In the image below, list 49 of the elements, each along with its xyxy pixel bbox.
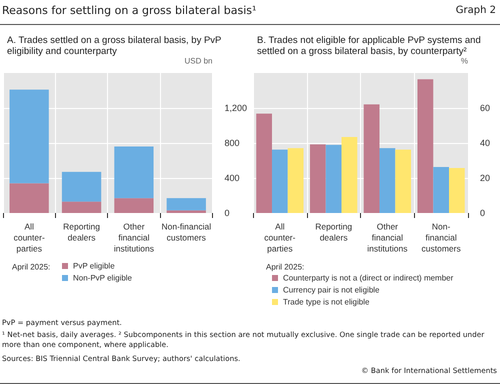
y-tick-label: 400 — [224, 173, 240, 183]
legend-label: Trade type is not eligible — [283, 298, 370, 306]
bar — [166, 210, 206, 213]
x-tick-label: Other financial institutions — [367, 222, 408, 254]
bar — [326, 144, 342, 213]
bar — [379, 148, 396, 213]
y-tick-label: 40 — [480, 138, 490, 148]
legend-label: Non-PvP eligible — [73, 274, 133, 282]
x-tick-label: Other financial institutions — [114, 222, 154, 254]
bar — [114, 146, 154, 198]
caption: Graph 2 — [456, 5, 496, 16]
text: Reasons for settling on a gross bilateral basis¹ — [2, 4, 256, 17]
bar — [10, 90, 49, 184]
bar — [166, 198, 206, 210]
y-tick-label: 60 — [480, 103, 490, 113]
bar — [449, 168, 465, 213]
bar — [62, 202, 102, 213]
chart-title: A. Trades settled on a gross bilateral basis, by PvP eligibility and counterparty — [7, 35, 224, 57]
bar — [256, 114, 272, 213]
bar — [417, 79, 434, 213]
x-tick-label: Non- financial customers — [422, 222, 461, 254]
bar — [288, 148, 304, 213]
bar — [272, 150, 288, 213]
y-axis-title: USD bn — [184, 56, 212, 66]
y-tick-label: 0 — [480, 208, 486, 218]
y-axis-title: % — [460, 56, 468, 66]
bar — [114, 198, 154, 213]
bar — [433, 166, 450, 213]
y-tick-label: 20 — [480, 173, 490, 183]
x-tick-label: All counter- parties — [14, 222, 45, 254]
x-tick-label: All counter- parties — [264, 222, 296, 254]
legend-title: April 2025: — [12, 262, 50, 272]
bar — [62, 172, 102, 202]
bar — [310, 144, 326, 213]
y-tick-label: 1,200 — [224, 103, 248, 113]
y-tick-label: 0 — [224, 208, 230, 218]
x-tick-label: Reporting dealers — [63, 222, 100, 242]
chart-title: B. Trades not eligible for applicable PvP systems and settled on a gross bilateral basis, by counterparty² — [257, 35, 484, 57]
bar — [342, 137, 358, 213]
legend-label: Counterparty is not a (direct or indirect) member — [283, 274, 454, 282]
legend-label: Currency pair is not eligible — [283, 286, 380, 294]
bar — [395, 150, 412, 213]
legend-label: PvP eligible — [73, 262, 116, 270]
bar — [364, 104, 380, 213]
x-tick-label: Non-financial customers — [161, 222, 212, 242]
y-tick-label: 800 — [224, 138, 240, 148]
legend-title: April 2025: — [266, 262, 304, 272]
bar — [10, 183, 49, 213]
x-tick-label: Reporting dealers — [315, 222, 352, 242]
